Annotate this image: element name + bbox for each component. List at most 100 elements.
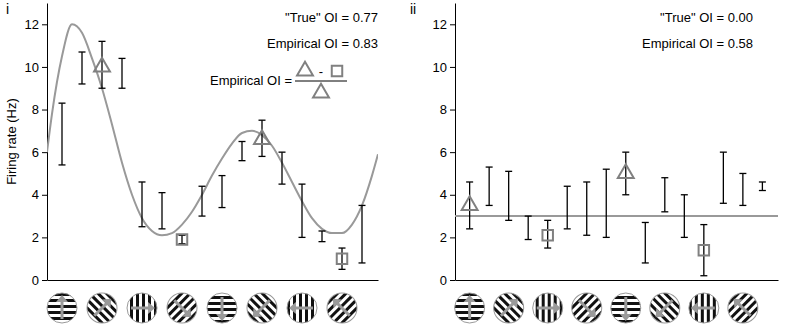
x-axis-line [48, 280, 379, 281]
y-tick-mark [42, 237, 47, 238]
grating-arrowhead [329, 295, 342, 308]
error-bar-stem [281, 152, 282, 184]
annotation: Empirical OI = 0.83 [267, 36, 378, 51]
y-tick: 6 [32, 145, 47, 160]
error-bar-stem [81, 52, 82, 84]
grating-icon [124, 292, 157, 324]
grating-arrow [737, 302, 750, 315]
grating-arrow [94, 302, 107, 315]
error-bar-cap [700, 224, 707, 225]
grating-outline [611, 293, 641, 323]
y-tick-label: 6 [32, 145, 39, 160]
error-bar-cap [564, 186, 571, 187]
y-tick-mark [450, 24, 455, 25]
error-bar-cap [583, 181, 590, 182]
error-bar-stem [606, 169, 607, 237]
grating-arrow [537, 307, 556, 310]
grating-outline [321, 287, 363, 329]
error-bar-cap [339, 247, 346, 248]
grating-bg [287, 293, 317, 323]
error-bar-cap [319, 241, 326, 242]
y-axis-line [455, 4, 456, 281]
error-bar-stem [221, 176, 222, 208]
grating-arrowhead [56, 295, 68, 302]
error-bar-stem [341, 248, 342, 269]
grating-outline [207, 293, 237, 323]
grating-arrowhead [289, 302, 296, 314]
error-bar [59, 103, 66, 165]
grating-bg [127, 293, 157, 323]
error-bar-stem [141, 182, 142, 227]
error-bar-cap [466, 181, 473, 182]
preferred-marker [462, 196, 478, 210]
y-tick: 6 [440, 145, 455, 160]
grating-bg [533, 293, 563, 323]
grating-arrowhead [102, 295, 115, 308]
grating-stripe [82, 303, 107, 328]
error-bar-cap [299, 183, 306, 184]
error-bar [359, 205, 366, 263]
error-bar-stem [101, 41, 102, 88]
error-bar-stem [469, 182, 470, 229]
y-tick: 10 [433, 60, 455, 75]
y-tick-label: 2 [32, 230, 39, 245]
grating-arrow [256, 300, 269, 313]
error-bar-cap [642, 262, 649, 263]
error-bar-cap [603, 237, 610, 238]
error-bar-stem [489, 167, 490, 205]
y-tick-mark [450, 67, 455, 68]
error-bar [720, 152, 727, 203]
grating-arrow [131, 307, 150, 310]
error-bar-cap [525, 215, 532, 216]
y-tick: 0 [440, 273, 455, 288]
error-bar-cap [359, 205, 366, 206]
error-bar-stem [586, 182, 587, 235]
grating-bg [644, 287, 686, 329]
grating-icon [530, 292, 563, 324]
error-bar [219, 176, 226, 208]
annotation: Empirical OI = 0.58 [642, 36, 753, 51]
error-bar [299, 184, 306, 237]
grating-stripe [660, 288, 685, 313]
error-bar-stem [528, 216, 529, 239]
error-bar [199, 186, 206, 216]
grating-icon [643, 284, 689, 330]
grating-arrow [624, 297, 627, 316]
error-bar-stem [321, 231, 322, 242]
error-bar [544, 220, 551, 248]
y-tick: 4 [32, 187, 47, 202]
error-bar-stem [664, 178, 665, 212]
error-bar-stem [625, 152, 626, 195]
error-bar-cap [525, 239, 532, 240]
y-tick-mark [42, 152, 47, 153]
grating-stripe [337, 303, 362, 328]
error-bar-cap [661, 177, 668, 178]
error-bar [700, 225, 707, 276]
grating-outline [81, 287, 123, 329]
grating-arrowhead [651, 308, 664, 321]
grating-outline [533, 293, 563, 323]
error-bar-cap [720, 152, 727, 153]
grating-outline [287, 293, 317, 323]
error-bar [525, 216, 532, 239]
formula-symbol [332, 66, 342, 76]
grating-bg [455, 293, 485, 323]
grating-arrow [579, 300, 592, 313]
x-axis [48, 280, 379, 281]
error-bar-stem [61, 103, 62, 165]
y-tick: 8 [440, 102, 455, 117]
error-bar [99, 41, 106, 88]
y-tick: 12 [433, 17, 455, 32]
error-bar-cap [279, 152, 286, 153]
error-bar-cap [139, 226, 146, 227]
grating-icon [78, 286, 124, 331]
grating-arrow [61, 300, 64, 319]
y-tick-label: 0 [32, 273, 39, 288]
y-tick-label: 6 [440, 145, 447, 160]
grating-bg [161, 287, 203, 329]
error-bar-cap [259, 156, 266, 157]
error-bar-stem [261, 120, 262, 156]
formula-symbol [297, 62, 313, 76]
y-tick-label: 4 [32, 187, 39, 202]
grating-outline [487, 287, 529, 329]
